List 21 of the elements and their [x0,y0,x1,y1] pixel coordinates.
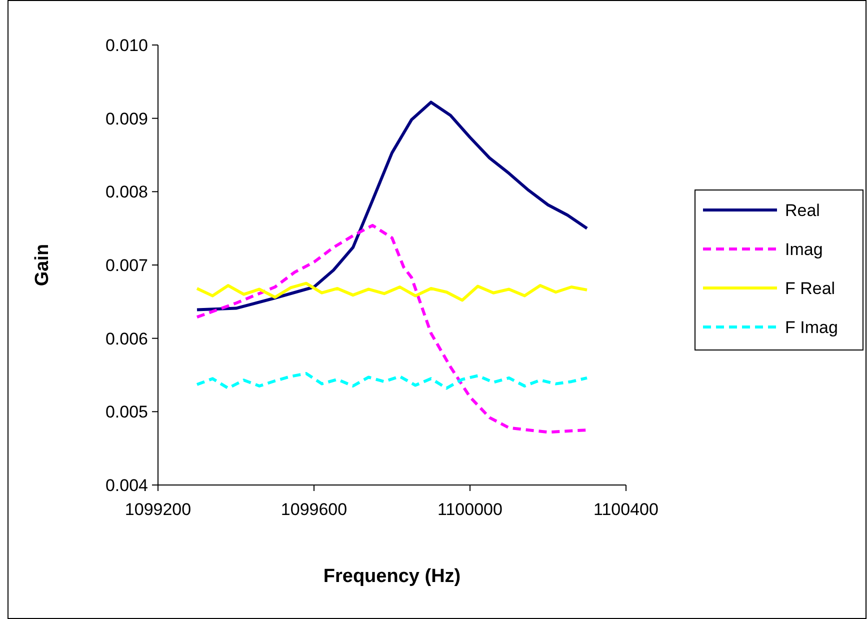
x-tick-label: 1100000 [438,500,502,519]
x-tick-label: 1100400 [594,500,658,519]
y-tick-label: 0.004 [105,476,148,495]
line-series [196,224,588,434]
y-tick-label: 0.009 [105,109,148,128]
y-tick-label: 0.005 [105,402,148,422]
x-tick-label: 1099600 [280,500,348,519]
legend-label: Real [785,200,820,220]
legend-label: F Real [785,278,836,298]
legend-label: F Imag [785,318,838,337]
y-tick-label: 0.006 [105,329,148,348]
line-series [196,100,588,312]
line-series [196,282,588,302]
x-axis-title: Frequency (Hz) [323,566,461,587]
line-series [196,372,588,390]
legend-label: Imag [785,240,823,259]
y-tick-label: 0.007 [105,256,148,275]
y-axis-title: Gain [32,244,53,286]
x-tick-label: 1099200 [124,500,192,519]
y-tick-label: 0.010 [105,36,148,55]
y-tick-label: 0.008 [105,182,148,202]
